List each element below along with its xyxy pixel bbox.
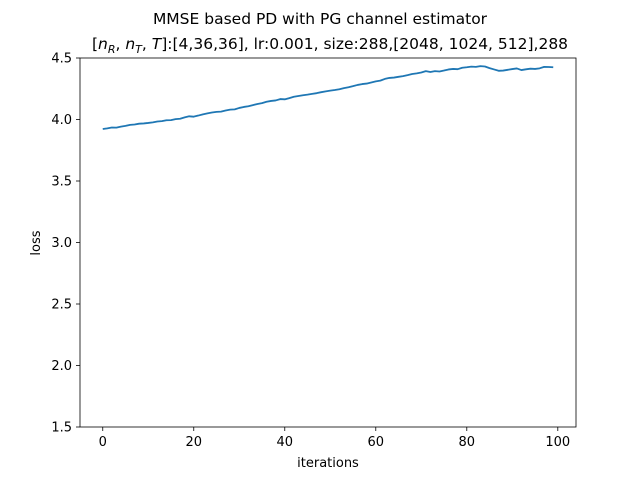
x-tick-label: 100 <box>545 435 570 450</box>
axis-ticks: 0 20 40 60 80 100 1.5 2.0 2.5 3.0 3.5 4.0 4.5 <box>51 52 570 451</box>
y-tick-label: 4.0 <box>51 113 72 128</box>
chart-title: MMSE based PD with PG channel estimator <box>153 10 488 28</box>
data-marks <box>102 65 554 130</box>
plot-area <box>79 57 577 428</box>
y-axis-label: loss <box>29 230 44 255</box>
x-axis-label: iterations <box>297 456 359 471</box>
x-tick-label: 20 <box>185 435 202 450</box>
y-tick-label: 4.5 <box>51 52 72 67</box>
y-tick-label: 3.0 <box>51 236 72 251</box>
x-tick-label: 80 <box>459 435 476 450</box>
x-tick-label: 40 <box>276 435 293 450</box>
axes-frame <box>79 57 577 428</box>
chart-subtitle: [nR, nT, T]:[4,36,36], lr:0.001, size:28… <box>92 35 568 56</box>
x-tick-label: 0 <box>99 435 107 450</box>
series-line-0 <box>102 65 554 130</box>
x-tick-label: 60 <box>368 435 385 450</box>
y-tick-label: 2.0 <box>51 359 72 374</box>
y-tick-label: 2.5 <box>51 298 72 313</box>
y-tick-label: 3.5 <box>51 175 72 190</box>
y-tick-label: 1.5 <box>51 421 72 436</box>
